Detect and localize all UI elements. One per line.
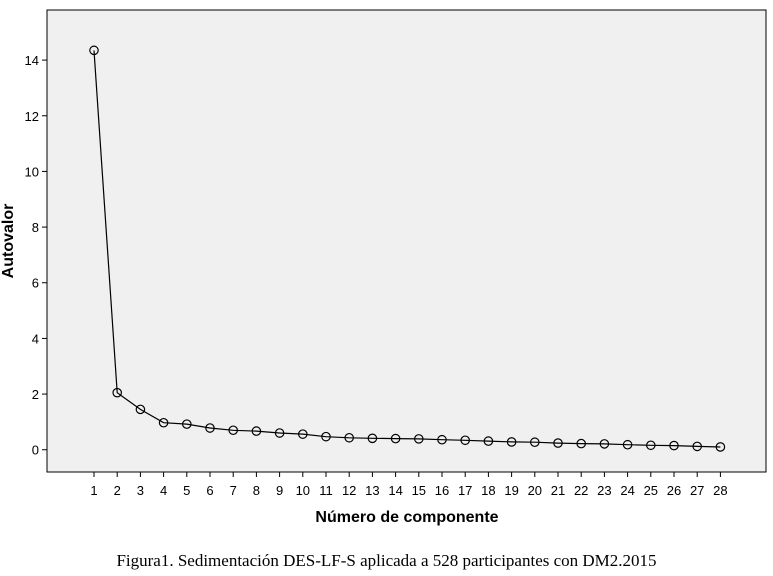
data-point [599,439,610,449]
y-tick-label: 2 [32,387,39,402]
y-tick-label: 10 [25,164,39,179]
data-point [297,429,308,439]
y-tick-label: 0 [32,443,39,458]
x-tick-label: 5 [183,483,190,498]
data-point [274,428,285,438]
data-point [553,438,563,448]
y-axis: 0 2 4 6 8 10 12 14 [25,53,47,458]
y-tick-label: 12 [25,109,39,124]
x-tick-label: 6 [206,483,213,498]
data-point [251,426,262,436]
x-tick-label: 4 [160,483,167,498]
data-point [228,425,238,436]
x-tick-label: 18 [481,483,495,498]
x-tick-label: 13 [365,483,379,498]
data-point [390,433,401,444]
data-point [437,434,447,445]
x-tick-label: 20 [528,483,542,498]
data-point [669,440,679,451]
x-tick-label: 3 [137,483,144,498]
x-tick-label: 17 [458,483,472,498]
data-point [413,434,424,444]
x-tick-label: 1 [90,483,97,498]
x-tick-label: 14 [388,483,402,498]
x-tick-label: 8 [253,483,260,498]
data-point [135,404,146,415]
data-point [182,419,192,429]
data-point [715,442,726,452]
x-tick-label: 2 [114,483,121,498]
x-tick-label: 22 [574,483,588,498]
x-tick-label: 9 [276,483,283,498]
data-point [344,432,354,443]
x-tick-label: 24 [620,483,634,498]
data-point [367,433,378,444]
x-tick-label: 15 [412,483,426,498]
x-tick-label: 26 [667,483,681,498]
y-axis-title: Autovalor [0,204,17,279]
data-point [576,438,586,449]
x-tick-label: 27 [690,483,704,498]
x-tick-label: 11 [319,483,333,498]
data-point [692,441,702,452]
data-point [529,437,540,448]
x-axis-title: Número de componente [315,509,498,526]
series-layer [89,45,726,452]
x-tick-label: 16 [435,483,449,498]
data-point [112,387,122,398]
x-tick-label: 28 [713,483,727,498]
plot-area [46,9,767,473]
data-point [506,437,517,447]
data-point [460,435,470,446]
data-point [321,431,331,442]
data-point [89,45,99,56]
y-tick-label: 4 [32,331,39,346]
x-tick-label: 25 [644,483,658,498]
x-tick-label: 19 [504,483,518,498]
series-line [93,50,721,448]
x-axis: 1 2 3 4 5 6 7 8 9 10 11 12 13 14 15 16 17 18 19 20 21 22 23 24 2… [90,472,728,498]
y-tick-label: 6 [32,276,39,291]
data-point [483,436,494,446]
x-tick-label: 7 [230,483,237,498]
figure-caption: Figura1. Sedimentación DES-LF-S aplicada… [116,551,657,570]
x-tick-label: 10 [296,483,310,498]
data-point [645,440,656,451]
data-point [205,423,215,433]
y-tick-label: 8 [32,220,39,235]
x-tick-label: 21 [551,483,565,498]
data-point [622,439,633,450]
y-tick-label: 14 [25,53,39,68]
x-tick-label: 12 [342,483,356,498]
x-tick-label: 23 [597,483,611,498]
data-point [158,417,169,428]
